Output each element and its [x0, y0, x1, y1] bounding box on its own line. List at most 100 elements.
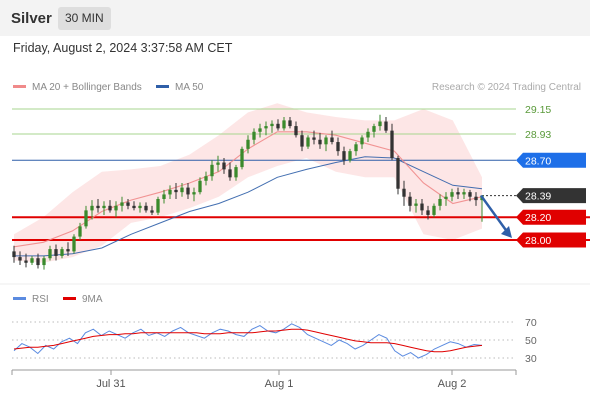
rsi-legend-swatch-1 [13, 297, 26, 300]
timeframe-badge[interactable]: 30 MIN [58, 7, 111, 30]
chart-header: Silver 30 MIN [0, 0, 590, 36]
legend-swatch-1 [13, 85, 26, 88]
x-tick-label: Jul 31 [96, 378, 125, 390]
candle-body [162, 194, 166, 199]
candle-body [450, 192, 454, 197]
candle-body [276, 123, 280, 129]
candle-body [306, 137, 310, 147]
candle-body [330, 137, 334, 143]
candle-body [318, 139, 322, 145]
credit-text: Research © 2024 Trading Central [432, 82, 581, 93]
candle-body [60, 249, 64, 256]
candle-body [132, 205, 136, 209]
rsi-tick-70: 70 [525, 317, 537, 329]
legend-label-1: MA 20 + Bollinger Bands [32, 82, 142, 93]
level-tag-28.39 [516, 188, 586, 204]
candle-body [468, 192, 472, 197]
candle-body [336, 142, 340, 152]
candle-body [204, 176, 208, 181]
candle-body [198, 180, 202, 193]
candle-body [66, 249, 70, 252]
candle-body [366, 131, 370, 138]
candle-body [372, 126, 376, 132]
candle-body [192, 192, 196, 195]
candle-body [342, 151, 346, 161]
candle-body [24, 260, 28, 263]
candle-body [108, 205, 112, 211]
x-tick-label: Aug 2 [438, 378, 467, 390]
ma50-line [14, 156, 483, 257]
level-label-28.39: 28.39 [525, 191, 551, 203]
candle-body [180, 187, 184, 193]
candle-body [282, 120, 286, 129]
candle-body [48, 249, 52, 259]
rsi-tick-30: 30 [525, 353, 537, 365]
candle-body [360, 137, 364, 145]
candle-body [30, 258, 34, 263]
level-tag-28.20 [516, 209, 586, 225]
bollinger-band [14, 103, 482, 263]
candle-body [36, 258, 40, 266]
candle-body [240, 148, 244, 168]
candle-body [300, 135, 304, 147]
candle-body [156, 198, 160, 213]
rsi-tick-50: 50 [525, 335, 537, 347]
candle-body [186, 187, 190, 195]
level-label-28.20: 28.20 [525, 212, 551, 224]
candle-body [354, 144, 358, 152]
level-label-28.93: 28.93 [525, 129, 551, 141]
instrument-symbol: Silver [11, 10, 52, 27]
candle-body [402, 188, 406, 197]
candle-body [120, 202, 124, 206]
candle-body [438, 198, 442, 206]
candle-body [216, 162, 220, 165]
candle-body [84, 210, 88, 227]
candle-body [384, 121, 388, 131]
candle-body [270, 123, 274, 127]
candle-body [456, 192, 460, 195]
candle-body [462, 192, 466, 195]
level-label-28.00: 28.00 [525, 235, 551, 247]
rsi-line [13, 323, 483, 359]
candle-body [102, 205, 106, 209]
candle-body [42, 258, 46, 266]
legend-swatch-2 [156, 85, 169, 88]
candle-body [144, 205, 148, 211]
rsi-legend-label-2: 9MA [82, 294, 103, 305]
projection-arrow-head [501, 226, 512, 238]
candle-body [294, 126, 298, 136]
candle-body [18, 257, 22, 261]
rsi-ma-line [13, 328, 483, 353]
candle-body [168, 189, 172, 195]
level-label-29.15: 29.15 [525, 104, 551, 116]
candle-body [90, 205, 94, 211]
candle-body [426, 210, 430, 215]
candle-body [420, 203, 424, 211]
candle-body [396, 157, 400, 189]
candle-body [264, 126, 268, 129]
candle-body [408, 196, 412, 206]
candle-body [474, 196, 478, 201]
candle-body [258, 128, 262, 132]
rsi-legend-swatch-2 [63, 297, 76, 300]
candle-body [210, 164, 214, 177]
x-tick-label: Aug 1 [265, 378, 294, 390]
level-tag-28.00 [516, 232, 586, 248]
candle-body [378, 121, 382, 127]
candle-body [444, 196, 448, 199]
legend-label-2: MA 50 [175, 82, 204, 93]
candle-body [390, 130, 394, 158]
candle-body [138, 205, 142, 209]
candle-body [78, 226, 82, 237]
candle-body [12, 251, 16, 258]
level-tag-28.70 [516, 152, 586, 168]
candle-body [222, 162, 226, 170]
candle-body [96, 205, 100, 209]
candle-body [246, 139, 250, 149]
candle-body [126, 202, 130, 206]
candle-body [174, 189, 178, 193]
candle-body [150, 210, 154, 213]
candle-body [72, 236, 76, 252]
